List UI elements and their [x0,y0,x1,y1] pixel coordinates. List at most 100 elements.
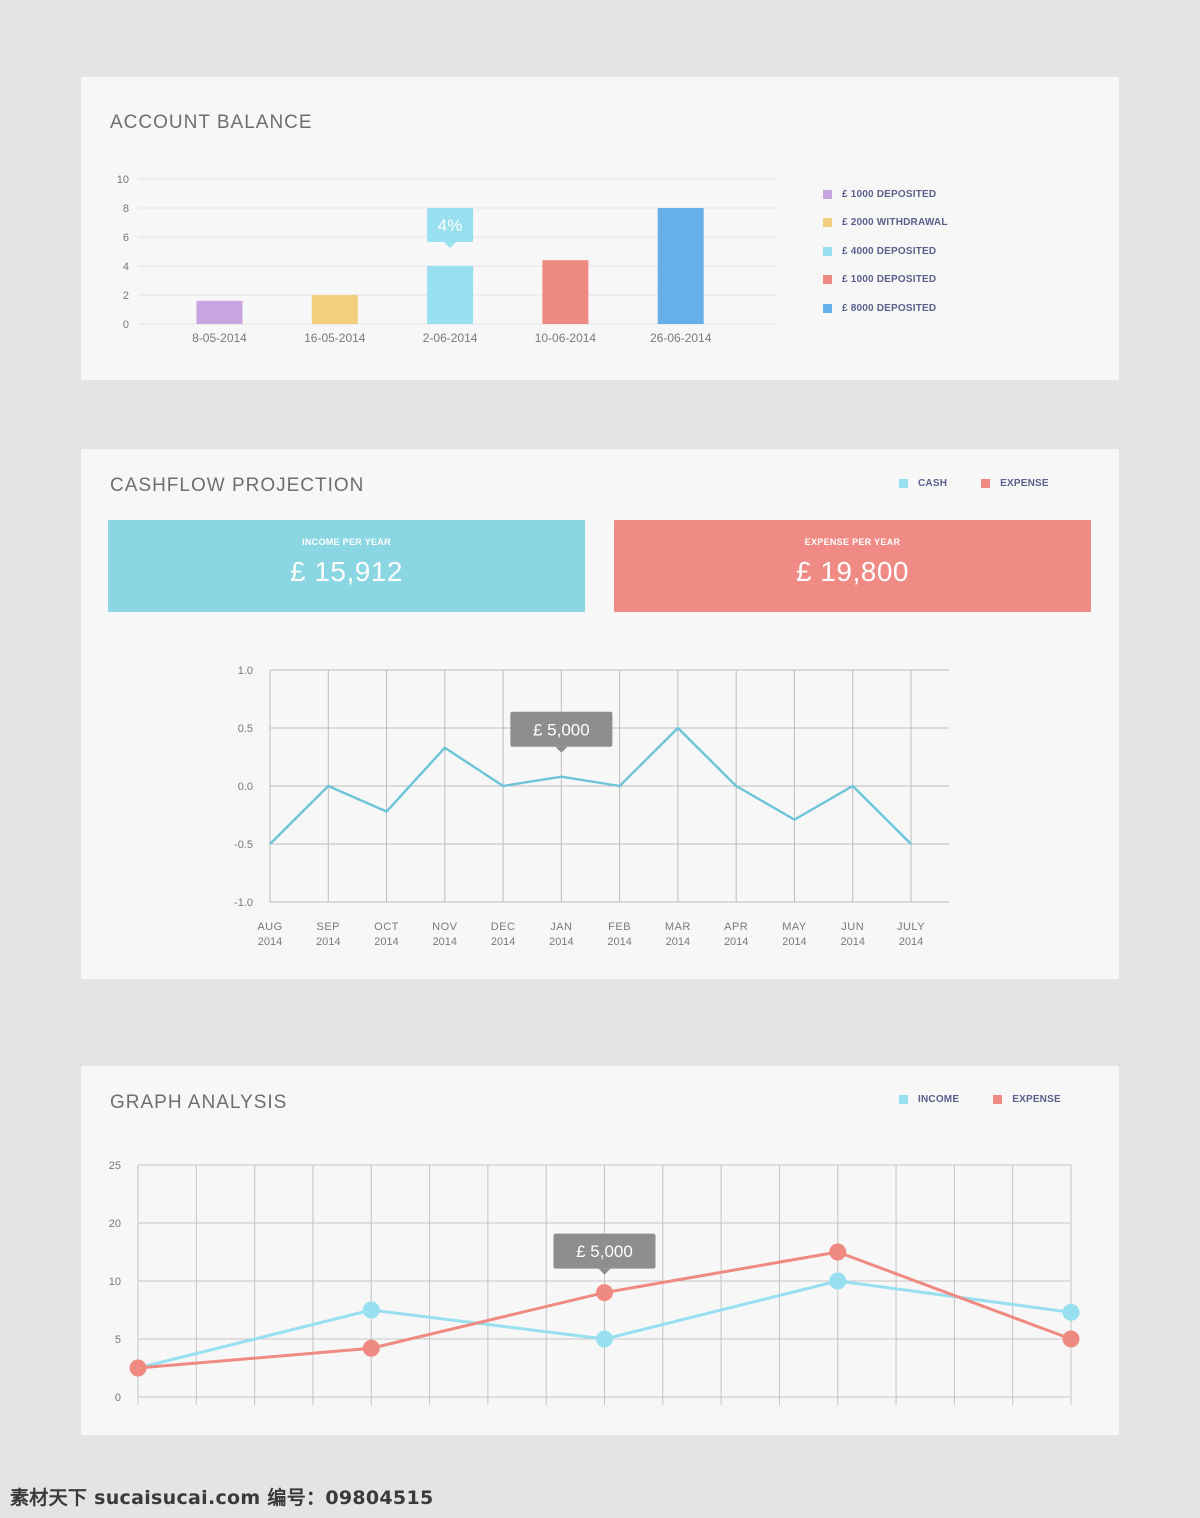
annotation-label: 4% [438,216,463,235]
income-per-year-label: INCOME PER YEAR [302,537,391,547]
income-point [1062,1303,1080,1321]
tooltip-pointer [555,746,568,753]
expense-per-year-value: £ 19,800 [796,556,909,587]
x-tick-label: 26-06-2014 [650,331,712,345]
y-tick-label: -1.0 [234,897,253,909]
income-per-year-value: £ 15,912 [290,556,403,587]
y-tick-label: 0 [115,1392,121,1404]
bar [542,260,589,324]
x-tick-label: SEP [317,921,341,933]
legend-label: EXPENSE [1012,1093,1061,1105]
watermark: 素材天下 sucaisucai.com 编号：09804515 [10,1487,434,1509]
income-point [829,1272,847,1290]
bar [311,295,358,324]
account-balance-chart: 0 2 4 6 8 10 8-05-2014 16-05-2014 2-06-2014 10-06… [117,174,776,345]
graph-analysis-chart: 0 5 10 20 25 £ 5,000 [109,1160,1080,1405]
legend-swatch [823,303,832,313]
cashflow-chart: 1.0 0.5 0.0 -0.5 -1.0 AUG 2014 SEP 2014 OCT 2014 NO… [234,665,949,948]
cashflow-title: CASHFLOW PROJECTION [110,475,365,496]
legend-item-income: INCOME [899,1092,959,1106]
expense-point [362,1339,380,1357]
tooltip-box [510,711,613,747]
x-tick-label: 2014 [899,936,923,948]
legend-label: EXPENSE [1000,477,1049,489]
x-tick-label: JULY [897,921,925,933]
account-balance-legend: £ 1000 DEPOSITED £ 2000 WITHDRAWAL £ 400… [823,180,948,323]
x-tick-label: 2014 [491,936,515,948]
x-tick-label: AUG [257,921,282,933]
y-tick-label: -0.5 [234,839,253,851]
legend-swatch [981,478,991,488]
expense-per-year-label: EXPENSE PER YEAR [804,537,901,547]
x-tick-label: MAY [782,921,807,933]
legend-item-cash: CASH [899,476,947,490]
annotation-pointer [444,242,457,248]
y-tick-label: 0.5 [238,723,253,735]
x-tick-label: 2014 [374,936,398,948]
y-tick-label: 25 [109,1160,121,1172]
y-tick-label: 2 [123,290,129,302]
legend-label: £ 1000 DEPOSITED [842,274,937,286]
legend-label: £ 4000 DEPOSITED [842,245,937,257]
legend-swatch [993,1094,1003,1104]
income-point [362,1301,380,1319]
tooltip-box [553,1233,656,1269]
x-tick-label: 2014 [549,936,573,948]
x-tick-label: 2014 [782,936,806,948]
x-tick-label: 8-05-2014 [192,331,247,345]
y-tick-label: 10 [117,174,129,186]
expense-point [829,1243,847,1261]
x-tick-label: JAN [550,921,572,933]
x-tick-label: JUN [841,921,864,933]
legend-swatch [823,275,832,285]
x-tick-label: MAR [665,921,691,933]
legend-item: £ 8000 DEPOSITED [823,294,948,323]
legend-swatch [823,189,832,199]
legend-label: £ 1000 DEPOSITED [842,188,937,200]
cashflow-series-line [269,726,912,845]
y-tick-label: 0 [123,319,129,331]
graph-analysis-card: GRAPH ANALYSIS INCOME EXPENSE 0 5 10 20 25 £ … [81,1066,1119,1435]
x-tick-label: 2-06-2014 [423,331,478,345]
legend-swatch [899,1094,908,1104]
legend-label: INCOME [918,1093,960,1105]
x-tick-label: APR [724,921,748,933]
x-tick-label: FEB [608,921,631,933]
y-tick-label: 0.0 [238,781,253,793]
graph-analysis-title: GRAPH ANALYSIS [110,1092,288,1113]
legend-item-expense: EXPENSE [981,476,1049,490]
bar [657,208,704,324]
legend-label: £ 8000 DEPOSITED [842,302,937,314]
x-tick-label: 16-05-2014 [304,331,366,345]
x-tick-label: 2014 [607,936,631,948]
x-tick-label: 2014 [724,936,748,948]
legend-item: £ 1000 DEPOSITED [823,266,948,295]
graph-analysis-legend: INCOME EXPENSE [899,1092,1061,1106]
account-balance-card: ACCOUNT BALANCE 0 2 4 6 8 10 8-05-2014 16-05-20… [81,77,1119,380]
x-tick-label: NOV [432,921,458,933]
y-tick-label: 8 [123,203,129,215]
x-tick-label: 2014 [666,936,690,948]
x-tick-label: 2014 [316,936,340,948]
x-tick-label: OCT [374,921,399,933]
expense-point [1062,1330,1080,1348]
income-per-year-box: INCOME PER YEAR £ 15,912 [108,520,585,612]
bar [196,300,243,324]
legend-label: CASH [918,477,948,489]
expense-point [596,1284,613,1302]
legend-label: £ 2000 WITHDRAWAL [842,217,948,229]
cashflow-projection-card: CASHFLOW PROJECTION CASH EXPENSE INCOME … [81,449,1119,979]
tooltip-label: £ 5,000 [576,1242,633,1261]
cashflow-legend: CASH EXPENSE [899,476,1049,490]
legend-swatch [823,218,832,228]
y-tick-label: 6 [123,232,129,244]
x-tick-label: 2014 [258,936,282,948]
tooltip-label: £ 5,000 [533,720,590,739]
y-tick-label: 20 [109,1218,121,1230]
x-tick-label: 2014 [840,936,864,948]
bar [427,266,474,324]
legend-item: £ 2000 WITHDRAWAL [823,209,948,238]
expense-point [129,1359,147,1377]
x-tick-label: 10-06-2014 [535,331,597,345]
legend-swatch [823,246,832,256]
